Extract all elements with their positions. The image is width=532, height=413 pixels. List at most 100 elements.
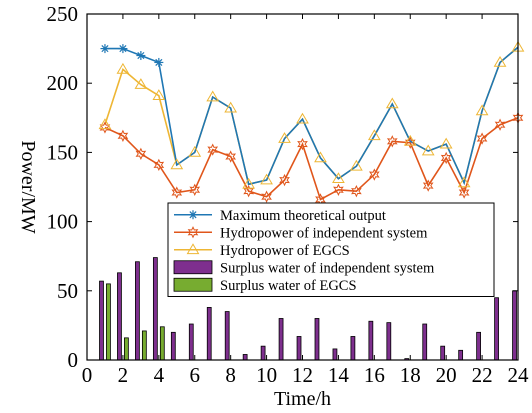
- legend-swatch: [173, 260, 213, 275]
- line-point: [421, 144, 435, 156]
- legend-marker: [186, 243, 200, 255]
- bar-independent: [350, 336, 356, 361]
- line-point: [494, 118, 506, 131]
- line-point: [332, 172, 345, 184]
- line-point: [136, 51, 146, 61]
- legend-label: Surplus water of independent system: [220, 260, 435, 276]
- line-point: [261, 190, 272, 203]
- lines-layer: [98, 40, 525, 206]
- bar-independent: [368, 320, 374, 361]
- bar-independent: [386, 322, 392, 361]
- bar-independent: [440, 345, 446, 361]
- line-point: [116, 62, 130, 74]
- legend-label: Maximum theoretical output: [220, 208, 386, 224]
- line-point: [100, 44, 110, 54]
- line-point: [422, 179, 434, 192]
- bar-independent: [422, 323, 428, 361]
- line-point: [385, 97, 399, 109]
- x-tick-label: 22: [472, 363, 493, 387]
- legend-marker: [188, 210, 198, 220]
- line-point: [278, 132, 291, 143]
- bar-independent: [260, 345, 266, 361]
- line-point: [314, 151, 327, 163]
- y-tick-label: 0: [68, 348, 79, 372]
- line-point: [170, 158, 184, 170]
- line-point: [242, 177, 255, 189]
- line-point: [296, 112, 309, 124]
- y-tick-label: 50: [57, 279, 78, 303]
- line-point: [403, 134, 417, 146]
- bar-independent: [224, 311, 230, 361]
- line-point: [224, 101, 238, 113]
- line-point: [135, 147, 147, 160]
- line-point: [189, 183, 201, 196]
- bar-independent: [99, 280, 104, 361]
- bar-independent: [206, 307, 212, 361]
- y-axis-label: Power/MW: [17, 140, 39, 233]
- x-tick-label: 12: [292, 363, 313, 387]
- line-point: [243, 184, 254, 198]
- legend-box: [167, 202, 495, 297]
- bar-independent: [278, 318, 284, 361]
- bar-independent: [170, 331, 176, 361]
- bar-egcs: [159, 326, 165, 361]
- bar-independent: [117, 272, 122, 361]
- legend-label: Hydropower of EGCS: [220, 243, 350, 259]
- line-point: [333, 183, 344, 196]
- bar-egcs: [106, 283, 111, 361]
- line-point: [457, 176, 471, 188]
- line-point: [351, 184, 362, 198]
- line-point: [367, 129, 381, 141]
- line-point: [225, 150, 237, 163]
- line-point: [404, 136, 416, 149]
- plot-frame: [86, 13, 519, 361]
- y-tick-label: 100: [47, 210, 79, 234]
- bar-egcs: [141, 330, 147, 361]
- line-point: [386, 135, 398, 148]
- line-point: [350, 159, 363, 171]
- line-series-0: [104, 46, 519, 186]
- line-point: [153, 158, 165, 172]
- line-point: [297, 137, 308, 151]
- line-point: [458, 186, 470, 199]
- x-axis-label: Time/h: [274, 388, 331, 410]
- line-point: [98, 118, 112, 130]
- bar-independent: [314, 318, 320, 361]
- y-tick-label: 150: [47, 140, 79, 164]
- legend-swatch: [173, 277, 213, 292]
- x-tick-label: 18: [400, 363, 421, 387]
- x-tick-label: 16: [364, 363, 385, 387]
- line-point: [260, 173, 273, 185]
- line-point: [99, 121, 111, 134]
- bar-independent: [242, 354, 248, 361]
- bar-independent: [296, 336, 302, 361]
- line-point: [207, 143, 219, 156]
- y-tick-label: 200: [47, 71, 79, 95]
- x-tick-label: 24: [508, 363, 530, 387]
- line-series-1: [104, 117, 519, 201]
- line-point: [439, 137, 453, 149]
- line-point: [279, 173, 290, 187]
- bar-independent: [135, 261, 140, 361]
- line-point: [134, 78, 148, 89]
- x-tick-label: 4: [154, 363, 165, 387]
- x-tick-label: 10: [256, 363, 277, 387]
- legend-label: Surplus water of EGCS: [220, 278, 357, 294]
- line-point: [440, 151, 452, 165]
- line-point: [368, 168, 380, 181]
- bar-independent: [458, 349, 464, 361]
- x-tick-label: 14: [328, 363, 350, 387]
- line-point: [475, 104, 489, 116]
- line-point: [171, 186, 183, 199]
- line-point: [493, 55, 507, 67]
- bar-independent: [152, 257, 158, 361]
- x-tick-label: 0: [82, 363, 93, 387]
- line-point: [118, 44, 128, 54]
- x-tick-label: 20: [436, 363, 457, 387]
- legend-label: Hydropower of independent system: [220, 225, 428, 241]
- line-point: [154, 57, 164, 67]
- bar-egcs: [124, 337, 129, 361]
